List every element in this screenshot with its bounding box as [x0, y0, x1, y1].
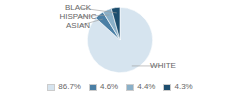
svg-text:BLACK: BLACK — [65, 3, 92, 12]
html-text:86.7%: 86.7% — [58, 82, 81, 91]
html-text:4.4%: 4.4% — [137, 82, 156, 91]
svg-text:WHITE: WHITE — [150, 61, 176, 70]
html-text:4.3%: 4.3% — [174, 82, 193, 91]
svg-text:HISPANIC: HISPANIC — [59, 12, 96, 21]
svg-text:ASIAN: ASIAN — [66, 21, 90, 30]
html-text:4.6%: 4.6% — [100, 82, 119, 91]
